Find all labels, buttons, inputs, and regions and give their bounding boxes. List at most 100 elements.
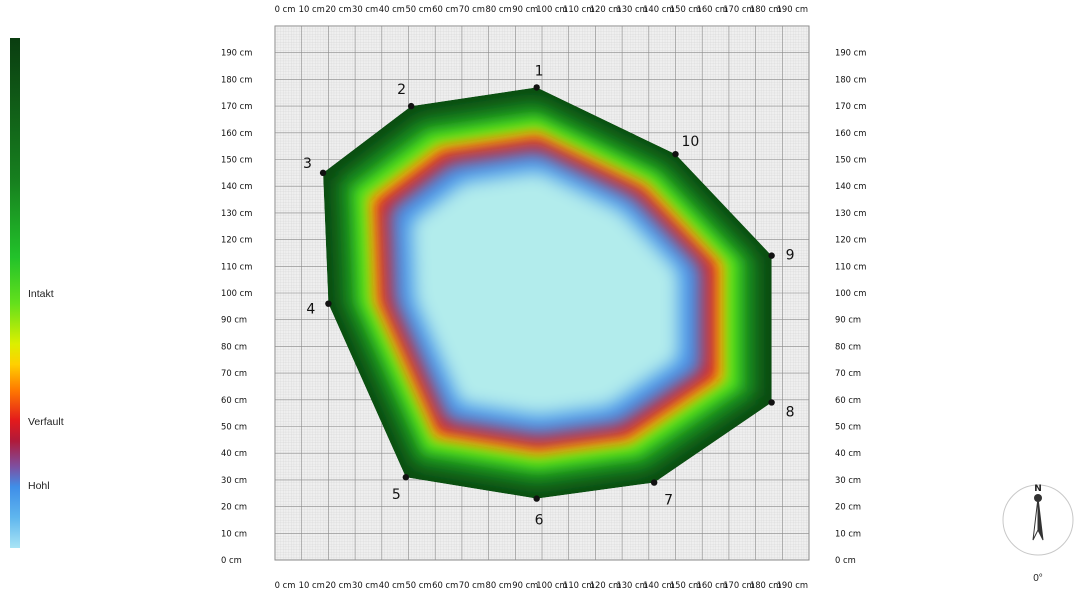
y-tick-label-left: 70 cm: [221, 368, 247, 378]
y-tick-label-right: 20 cm: [835, 502, 861, 512]
measurement-point-label: 7: [664, 493, 673, 509]
x-tick-label-top: 100 cm: [536, 4, 567, 14]
x-tick-label-top: 110 cm: [563, 4, 594, 14]
y-tick-label-left: 20 cm: [221, 502, 247, 512]
x-tick-label-top: 20 cm: [325, 4, 351, 14]
compass-degrees: 0°: [1033, 573, 1043, 584]
x-tick-label-bottom: 100 cm: [536, 580, 567, 589]
measurement-point-label: 3: [303, 156, 312, 172]
y-tick-label-left: 40 cm: [221, 448, 247, 458]
x-tick-label-top: 10 cm: [299, 4, 325, 14]
x-tick-label-bottom: 150 cm: [670, 580, 701, 589]
y-tick-label-left: 150 cm: [221, 155, 252, 165]
x-tick-label-bottom: 180 cm: [750, 580, 781, 589]
y-tick-label-right: 110 cm: [835, 261, 866, 271]
measurement-point-label: 10: [682, 134, 700, 150]
trunk-section: [323, 87, 772, 499]
north-arrow-icon: N: [1002, 484, 1074, 556]
measurement-point: [768, 399, 775, 406]
y-tick-label-right: 120 cm: [835, 235, 866, 245]
y-tick-label-left: 120 cm: [221, 235, 252, 245]
legend-color-bar: [10, 38, 20, 548]
y-tick-label-left: 170 cm: [221, 101, 252, 111]
y-tick-label-right: 90 cm: [835, 315, 861, 325]
measurement-point: [650, 479, 658, 486]
y-tick-label-right: 180 cm: [835, 74, 866, 84]
y-tick-label-left: 180 cm: [221, 74, 252, 84]
y-tick-label-left: 140 cm: [221, 181, 252, 191]
x-tick-label-bottom: 140 cm: [643, 580, 674, 589]
x-tick-label-bottom: 10 cm: [299, 580, 325, 589]
x-tick-label-bottom: 30 cm: [352, 580, 378, 589]
measurement-point-label: 4: [306, 302, 315, 318]
y-tick-label-left: 30 cm: [221, 475, 247, 485]
y-tick-label-right: 190 cm: [835, 48, 866, 58]
x-tick-label-top: 30 cm: [352, 4, 378, 14]
y-tick-label-left: 190 cm: [221, 48, 252, 58]
y-tick-label-left: 130 cm: [221, 208, 252, 218]
y-tick-label-right: 70 cm: [835, 368, 861, 378]
x-tick-label-bottom: 190 cm: [777, 580, 808, 589]
measurement-point: [402, 474, 410, 481]
x-tick-label-bottom: 50 cm: [405, 580, 431, 589]
x-tick-label-bottom: 60 cm: [432, 580, 458, 589]
y-tick-label-right: 140 cm: [835, 181, 866, 191]
measurement-point: [325, 300, 332, 307]
x-tick-label-bottom: 120 cm: [590, 580, 621, 589]
measurement-point: [533, 495, 540, 502]
x-tick-label-top: 180 cm: [750, 4, 781, 14]
measurement-point: [319, 169, 327, 177]
measurement-point: [407, 102, 415, 110]
x-tick-label-top: 50 cm: [405, 4, 431, 14]
x-tick-label-top: 130 cm: [616, 4, 647, 14]
y-tick-label-left: 80 cm: [221, 341, 247, 351]
legend-label-hohl: Hohl: [28, 480, 50, 492]
y-tick-label-left: 10 cm: [221, 528, 247, 538]
x-tick-label-bottom: 40 cm: [379, 580, 405, 589]
x-tick-label-bottom: 110 cm: [563, 580, 594, 589]
x-tick-label-top: 40 cm: [379, 4, 405, 14]
x-axis-bottom: 0 cm 10 cm 20 cm 30 cm 40 cm 50 cm 60 cm 70 cm 8…: [275, 580, 808, 589]
x-tick-label-bottom: 90 cm: [512, 580, 538, 589]
y-tick-label-right: 100 cm: [835, 288, 866, 298]
y-axis-right: 0 cm 10 cm 20 cm 30 cm 40 cm 50 cm 60 cm 70 cm 8…: [835, 48, 866, 565]
measurement-point: [768, 252, 775, 259]
x-tick-label-top: 140 cm: [643, 4, 674, 14]
y-tick-label-left: 90 cm: [221, 315, 247, 325]
y-tick-label-left: 110 cm: [221, 261, 252, 271]
measurement-point-label: 6: [535, 513, 544, 529]
y-tick-label-right: 80 cm: [835, 341, 861, 351]
y-tick-label-left: 60 cm: [221, 395, 247, 405]
x-tick-label-bottom: 130 cm: [616, 580, 647, 589]
y-tick-label-right: 40 cm: [835, 448, 861, 458]
x-tick-label-top: 60 cm: [432, 4, 458, 14]
measurement-point: [672, 150, 679, 158]
y-tick-label-right: 10 cm: [835, 528, 861, 538]
y-axis-left: 0 cm 10 cm 20 cm 30 cm 40 cm 50 cm 60 cm 70 cm 8…: [221, 48, 252, 565]
x-tick-label-top: 80 cm: [486, 4, 512, 14]
x-tick-label-top: 170 cm: [723, 4, 754, 14]
measurement-point-label: 5: [392, 487, 401, 503]
y-tick-label-left: 50 cm: [221, 422, 247, 432]
measurement-point-label: 9: [786, 248, 795, 264]
y-tick-label-right: 30 cm: [835, 475, 861, 485]
y-tick-label-left: 160 cm: [221, 128, 252, 138]
y-tick-label-left: 100 cm: [221, 288, 252, 298]
y-tick-label-right: 50 cm: [835, 422, 861, 432]
measurement-points: 1 2 3 4 5 6 7 8 9 10: [303, 63, 794, 528]
measurement-point-label: 1: [535, 63, 544, 79]
measurement-point-label: 2: [397, 82, 406, 98]
x-tick-label-bottom: 0 cm: [275, 580, 296, 589]
y-tick-label-right: 130 cm: [835, 208, 866, 218]
measurement-point-label: 8: [786, 404, 795, 420]
x-tick-label-bottom: 20 cm: [325, 580, 351, 589]
x-tick-label-bottom: 70 cm: [459, 580, 485, 589]
y-tick-label-left: 0 cm: [221, 555, 242, 565]
legend-label-verfault: Verfault: [28, 416, 64, 428]
legend-label-intakt: Intakt: [28, 288, 54, 300]
x-tick-label-top: 90 cm: [512, 4, 538, 14]
x-tick-label-top: 190 cm: [777, 4, 808, 14]
y-tick-label-right: 0 cm: [835, 555, 856, 565]
y-tick-label-right: 60 cm: [835, 395, 861, 405]
